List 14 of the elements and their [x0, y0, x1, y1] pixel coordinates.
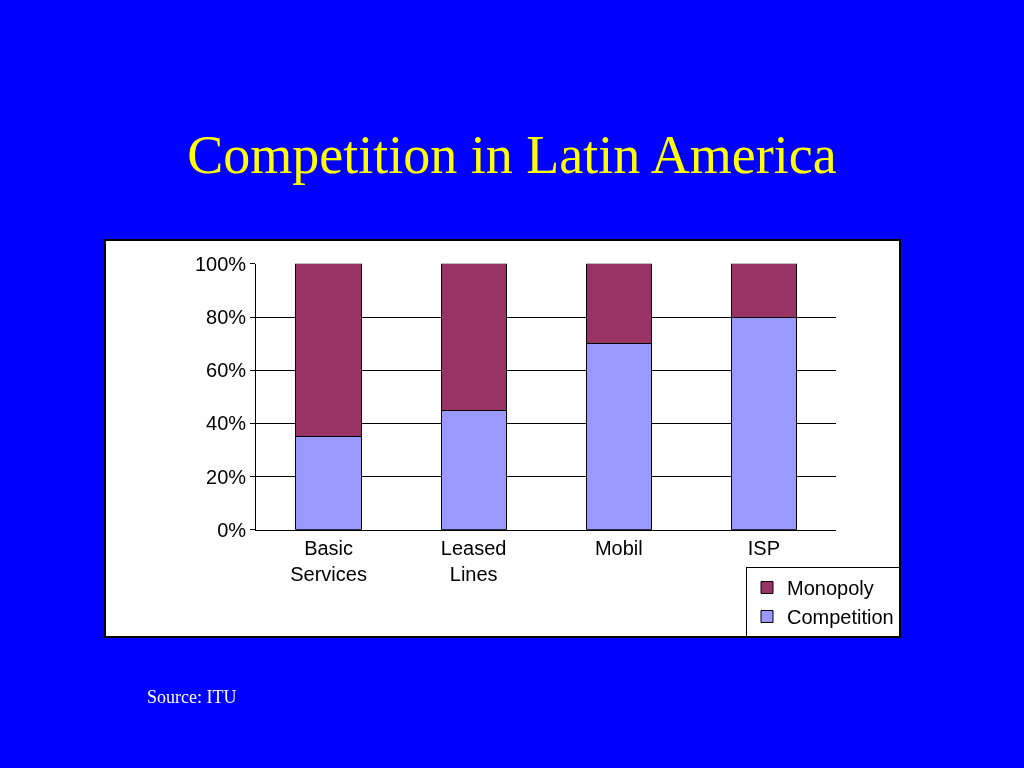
y-tick-label: 0%: [217, 518, 247, 541]
y-tick-label: 20%: [206, 465, 247, 488]
x-tick-label: Mobil: [594, 536, 643, 559]
y-tick-label: 40%: [206, 412, 247, 435]
y-tick-label: 100%: [194, 252, 247, 275]
y-tick-label: 80%: [206, 306, 247, 329]
legend-label: Competition: [787, 606, 894, 629]
x-tick-label: Leased Lines: [440, 536, 507, 585]
chart-title: Competition in Latin America: [187, 124, 837, 185]
legend-label: Monopoly: [787, 577, 874, 600]
x-tick-label: ISP: [747, 536, 780, 559]
x-tick-label: Basic Services: [290, 536, 367, 585]
y-tick-label: 60%: [206, 359, 247, 382]
source-note: Source: ITU: [147, 687, 237, 707]
